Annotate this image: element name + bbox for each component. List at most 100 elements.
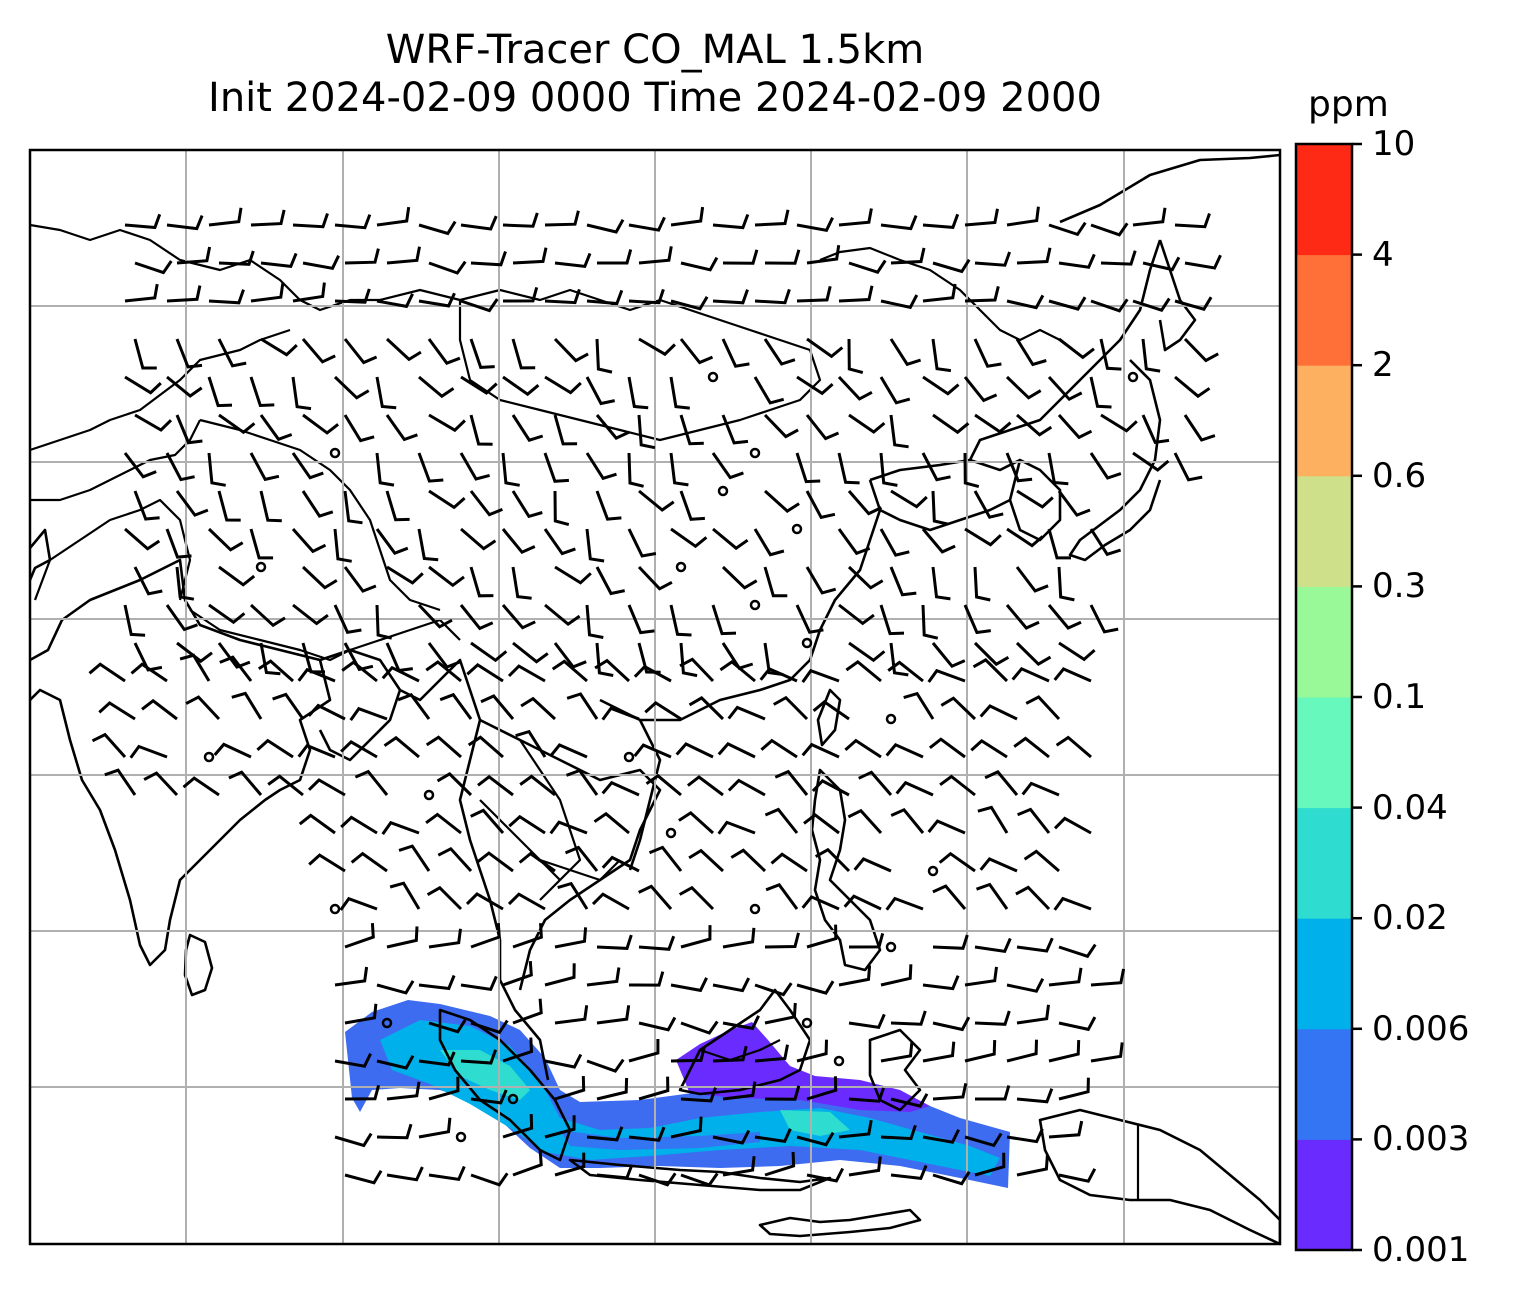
border-mongolia	[458, 288, 822, 442]
wind-barb	[465, 892, 504, 911]
wind-barb	[627, 376, 649, 410]
wind-calm-circle	[801, 1017, 813, 1029]
wind-barb	[712, 213, 750, 230]
wind-barb	[418, 375, 455, 399]
wind-barb	[1006, 527, 1044, 548]
wind-barb	[880, 964, 913, 987]
wind-barb	[679, 338, 714, 365]
wind-barb	[680, 925, 712, 949]
wind-barb	[591, 892, 630, 911]
wind-barb	[595, 490, 622, 521]
wind-barb	[805, 490, 836, 520]
colorbar-band	[1296, 365, 1352, 477]
wind-barb	[165, 452, 195, 482]
wind-barb	[979, 704, 1018, 721]
wind-barb	[721, 338, 750, 368]
wind-barb	[669, 604, 692, 637]
wind-barb	[932, 1171, 971, 1186]
wind-barb	[166, 285, 202, 303]
wind-barb	[593, 811, 630, 835]
wind-barb	[428, 489, 466, 510]
wind-barb	[801, 668, 840, 683]
wind-calm-circle	[423, 789, 435, 801]
wind-calm-circle	[381, 1017, 393, 1029]
wind-calm-circle	[717, 485, 729, 497]
wind-barb	[774, 769, 809, 796]
wind-barb	[680, 1087, 717, 1103]
coast-indochina	[479, 718, 662, 991]
wind-barb	[417, 603, 453, 629]
wind-barb	[512, 1150, 543, 1177]
wind-barb	[297, 667, 336, 683]
colorbar-tick-label: 10	[1372, 124, 1416, 164]
map-title: WRF-Tracer CO_MAL 1.5km Init 2024-02-09 …	[30, 26, 1280, 122]
wind-barb	[566, 692, 599, 720]
wind-barb	[838, 208, 873, 227]
title-line-1: WRF-Tracer CO_MAL 1.5km	[385, 27, 925, 73]
wind-barb	[425, 812, 462, 835]
wind-barb	[418, 1117, 452, 1139]
wind-barb	[712, 977, 751, 993]
wind-barb	[439, 692, 473, 720]
wind-calm-circle	[833, 1055, 845, 1067]
wind-barb	[719, 660, 756, 683]
wind-barb	[88, 662, 126, 683]
wind-barb	[143, 771, 179, 797]
wind-barb	[1011, 666, 1050, 683]
wind-barb	[502, 960, 533, 987]
wind-barb	[470, 1172, 509, 1187]
wind-barb	[228, 770, 263, 796]
wind-barb	[806, 337, 844, 359]
wind-barb	[343, 490, 363, 525]
wind-barb	[124, 527, 161, 551]
wind-barb	[123, 452, 157, 479]
wind-barb	[586, 1058, 625, 1073]
wind-barb	[175, 414, 203, 445]
wind-barb	[418, 220, 457, 236]
wind-barb	[679, 490, 705, 521]
wind-barb	[890, 807, 925, 834]
wind-barb	[679, 414, 704, 446]
wind-barb	[597, 249, 633, 265]
wind-barb	[963, 376, 998, 403]
colorbar-tick-label: 0.001	[1372, 1230, 1470, 1270]
wind-barb	[754, 982, 793, 997]
wind-barb	[166, 215, 204, 231]
wind-barb	[974, 251, 1012, 267]
wind-barb	[847, 808, 883, 835]
wind-barb	[1183, 414, 1216, 442]
wind-barb	[1021, 781, 1060, 797]
wind-barb	[1015, 641, 1052, 666]
wind-calm-circle	[927, 865, 939, 877]
wind-barb	[470, 922, 501, 949]
wind-barb	[1016, 1154, 1049, 1177]
wind-barb	[386, 565, 424, 585]
wind-barb	[124, 283, 159, 303]
wind-barb	[512, 247, 548, 265]
wind-barb	[1053, 816, 1092, 835]
wind-barb	[292, 282, 326, 303]
wind-barb	[628, 971, 665, 987]
wind-barb	[350, 851, 388, 873]
wind-barb	[302, 255, 340, 270]
wind-barb	[796, 1131, 835, 1147]
wind-barb	[459, 452, 490, 481]
wind-barb	[921, 528, 956, 554]
wind-barb	[1089, 528, 1122, 557]
wind-barb	[763, 338, 796, 366]
wind-barb	[249, 603, 286, 628]
wind-barb	[398, 844, 431, 872]
wind-barb	[175, 566, 195, 601]
wind-barb	[973, 490, 1004, 519]
wind-barb	[259, 490, 282, 523]
wind-barb	[217, 338, 247, 368]
wind-barb	[519, 774, 556, 797]
wind-barb	[301, 565, 338, 590]
wind-barb	[334, 966, 369, 987]
wind-barb	[297, 743, 336, 759]
coast-sri-lanka	[183, 933, 214, 997]
wind-barb	[1132, 297, 1171, 312]
border-thai	[479, 799, 561, 881]
wind-barb	[376, 1054, 415, 1070]
wind-barb	[1006, 1128, 1044, 1144]
